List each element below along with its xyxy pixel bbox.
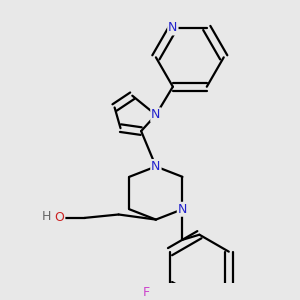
Text: N: N	[168, 22, 178, 34]
Text: H: H	[41, 210, 51, 223]
Text: F: F	[143, 286, 150, 299]
Text: O: O	[55, 211, 64, 224]
Text: N: N	[151, 160, 160, 173]
Text: N: N	[178, 203, 187, 216]
Text: N: N	[151, 108, 160, 122]
